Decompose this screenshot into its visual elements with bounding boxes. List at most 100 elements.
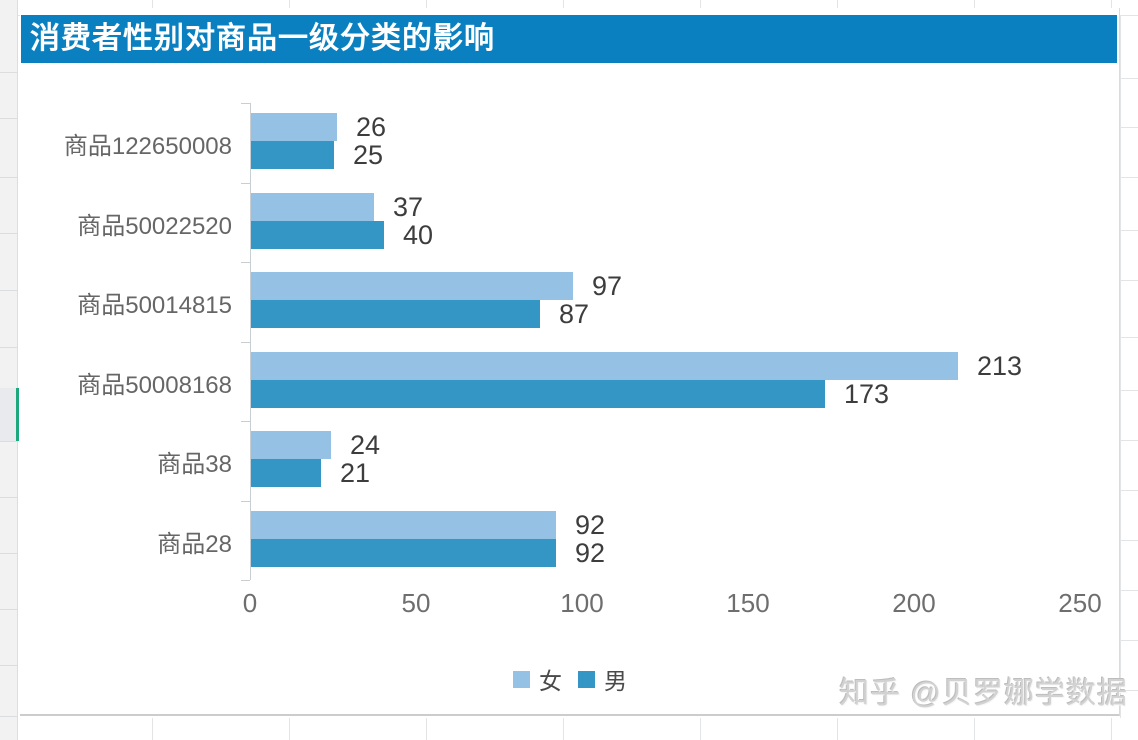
grid-column-line xyxy=(563,718,564,740)
bar-female[interactable] xyxy=(251,192,374,221)
axis-tick xyxy=(241,103,250,104)
bar-male[interactable] xyxy=(251,379,825,408)
grid-row-line xyxy=(0,177,18,178)
category-label: 商品50022520 xyxy=(77,212,232,240)
bar-value-label: 25 xyxy=(353,140,384,170)
axis-tick xyxy=(241,421,250,422)
bar-female[interactable] xyxy=(251,113,337,141)
grid-row-line xyxy=(1121,390,1138,391)
bar-value-label: 21 xyxy=(340,458,371,488)
grid-column-line xyxy=(837,718,838,740)
bar-value-label: 26 xyxy=(356,112,387,142)
grid-column-line xyxy=(289,718,290,740)
grid-column-line xyxy=(700,0,701,15)
x-tick-label: 100 xyxy=(560,588,604,618)
watermark: 知乎 @贝罗娜学数据 xyxy=(839,677,1128,710)
x-tick-label: 150 xyxy=(726,588,770,618)
category-label: 商品38 xyxy=(157,451,232,478)
chart-title: 消费者性别对商品一级分类的影响 xyxy=(30,22,495,55)
grid-column-line xyxy=(152,0,153,15)
axis-tick xyxy=(241,262,250,263)
x-tick-label: 250 xyxy=(1058,588,1102,618)
grid-row-line xyxy=(0,441,18,442)
legend-item-female[interactable]: 女 xyxy=(513,662,562,696)
grid-column-line xyxy=(1111,0,1112,15)
category-label: 商品28 xyxy=(157,530,232,558)
grid-row-line xyxy=(0,347,18,348)
bar-value-label: 173 xyxy=(844,378,890,409)
bar-male[interactable] xyxy=(251,300,540,328)
grid-column-line xyxy=(1120,15,1121,718)
grid-row-line xyxy=(0,553,18,554)
bar-value-label: 97 xyxy=(592,271,623,301)
bar-value-label: 37 xyxy=(393,191,424,222)
grid-column-line xyxy=(289,0,290,15)
grid-row-line xyxy=(0,290,18,291)
grid-row-line xyxy=(1121,440,1138,441)
axis-tick xyxy=(241,580,250,581)
grid-row-line xyxy=(0,665,18,666)
plot-area: 商品122650008 26 25 商品50022520 37 40 商品50014815 9… xyxy=(20,8,1120,716)
selection-indicator xyxy=(16,388,19,441)
x-tick-label: 50 xyxy=(401,588,431,618)
bar-female[interactable] xyxy=(251,351,958,380)
legend-item-male[interactable]: 男 xyxy=(578,662,627,696)
bar-female[interactable] xyxy=(251,431,331,459)
spreadsheet-left-column[interactable] xyxy=(0,0,18,740)
bar-value-label: 92 xyxy=(575,537,606,568)
grid-column-line xyxy=(837,0,838,15)
grid-column-line xyxy=(1111,718,1112,740)
axis-tick xyxy=(241,341,250,343)
legend-label: 男 xyxy=(604,669,627,694)
grid-row-line xyxy=(1121,490,1138,491)
grid-column-line xyxy=(974,718,975,740)
grid-row-line xyxy=(1121,590,1138,591)
legend-label: 女 xyxy=(539,669,562,694)
bar-male[interactable] xyxy=(251,538,556,567)
bar-male[interactable] xyxy=(251,459,321,487)
bar-value-label: 40 xyxy=(403,219,434,250)
bar-value-label: 24 xyxy=(350,430,381,460)
bar-male[interactable] xyxy=(251,141,334,169)
grid-column-line xyxy=(152,718,153,740)
grid-row-line xyxy=(0,609,18,610)
spreadsheet-active-cell[interactable] xyxy=(0,388,18,441)
grid-column-line xyxy=(563,0,564,15)
grid-row-line xyxy=(0,118,18,119)
category-label: 商品50014815 xyxy=(77,292,232,319)
grid-row-line xyxy=(1121,337,1138,338)
grid-row-line xyxy=(1121,640,1138,641)
legend: 女男 xyxy=(20,664,1120,694)
y-axis-line xyxy=(250,103,251,580)
grid-column-line xyxy=(426,0,427,15)
grid-row-line xyxy=(0,497,18,498)
grid-row-line xyxy=(1121,177,1138,178)
grid-row-line xyxy=(1121,690,1138,691)
bar-value-label: 213 xyxy=(977,350,1023,381)
x-tick-label: 200 xyxy=(892,588,936,618)
grid-row-line xyxy=(0,233,18,234)
grid-row-line xyxy=(1121,280,1138,281)
chart-object[interactable]: 消费者性别对商品一级分类的影响 商品122650008 26 25 商品5002252… xyxy=(20,8,1120,716)
grid-row-line xyxy=(0,716,18,717)
grid-column-line xyxy=(426,718,427,740)
grid-row-line xyxy=(0,72,18,73)
bar-male[interactable] xyxy=(251,220,384,249)
grid-row-line xyxy=(1121,127,1138,128)
legend-swatch-male xyxy=(578,670,595,688)
chart-title-banner[interactable]: 消费者性别对商品一级分类的影响 xyxy=(21,15,1117,63)
x-tick-label: 0 xyxy=(242,588,258,618)
category-label: 商品122650008 xyxy=(63,133,232,160)
legend-swatch-female xyxy=(513,670,530,688)
grid-column-line xyxy=(700,718,701,740)
bar-female[interactable] xyxy=(251,272,573,300)
axis-tick xyxy=(241,182,250,184)
grid-row-line xyxy=(1121,540,1138,541)
grid-row-line xyxy=(1121,78,1138,79)
grid-row-line xyxy=(1121,230,1138,231)
bar-female[interactable] xyxy=(251,510,556,539)
bar-value-label: 87 xyxy=(559,299,590,329)
axis-tick xyxy=(241,500,250,502)
grid-column-line xyxy=(974,0,975,15)
